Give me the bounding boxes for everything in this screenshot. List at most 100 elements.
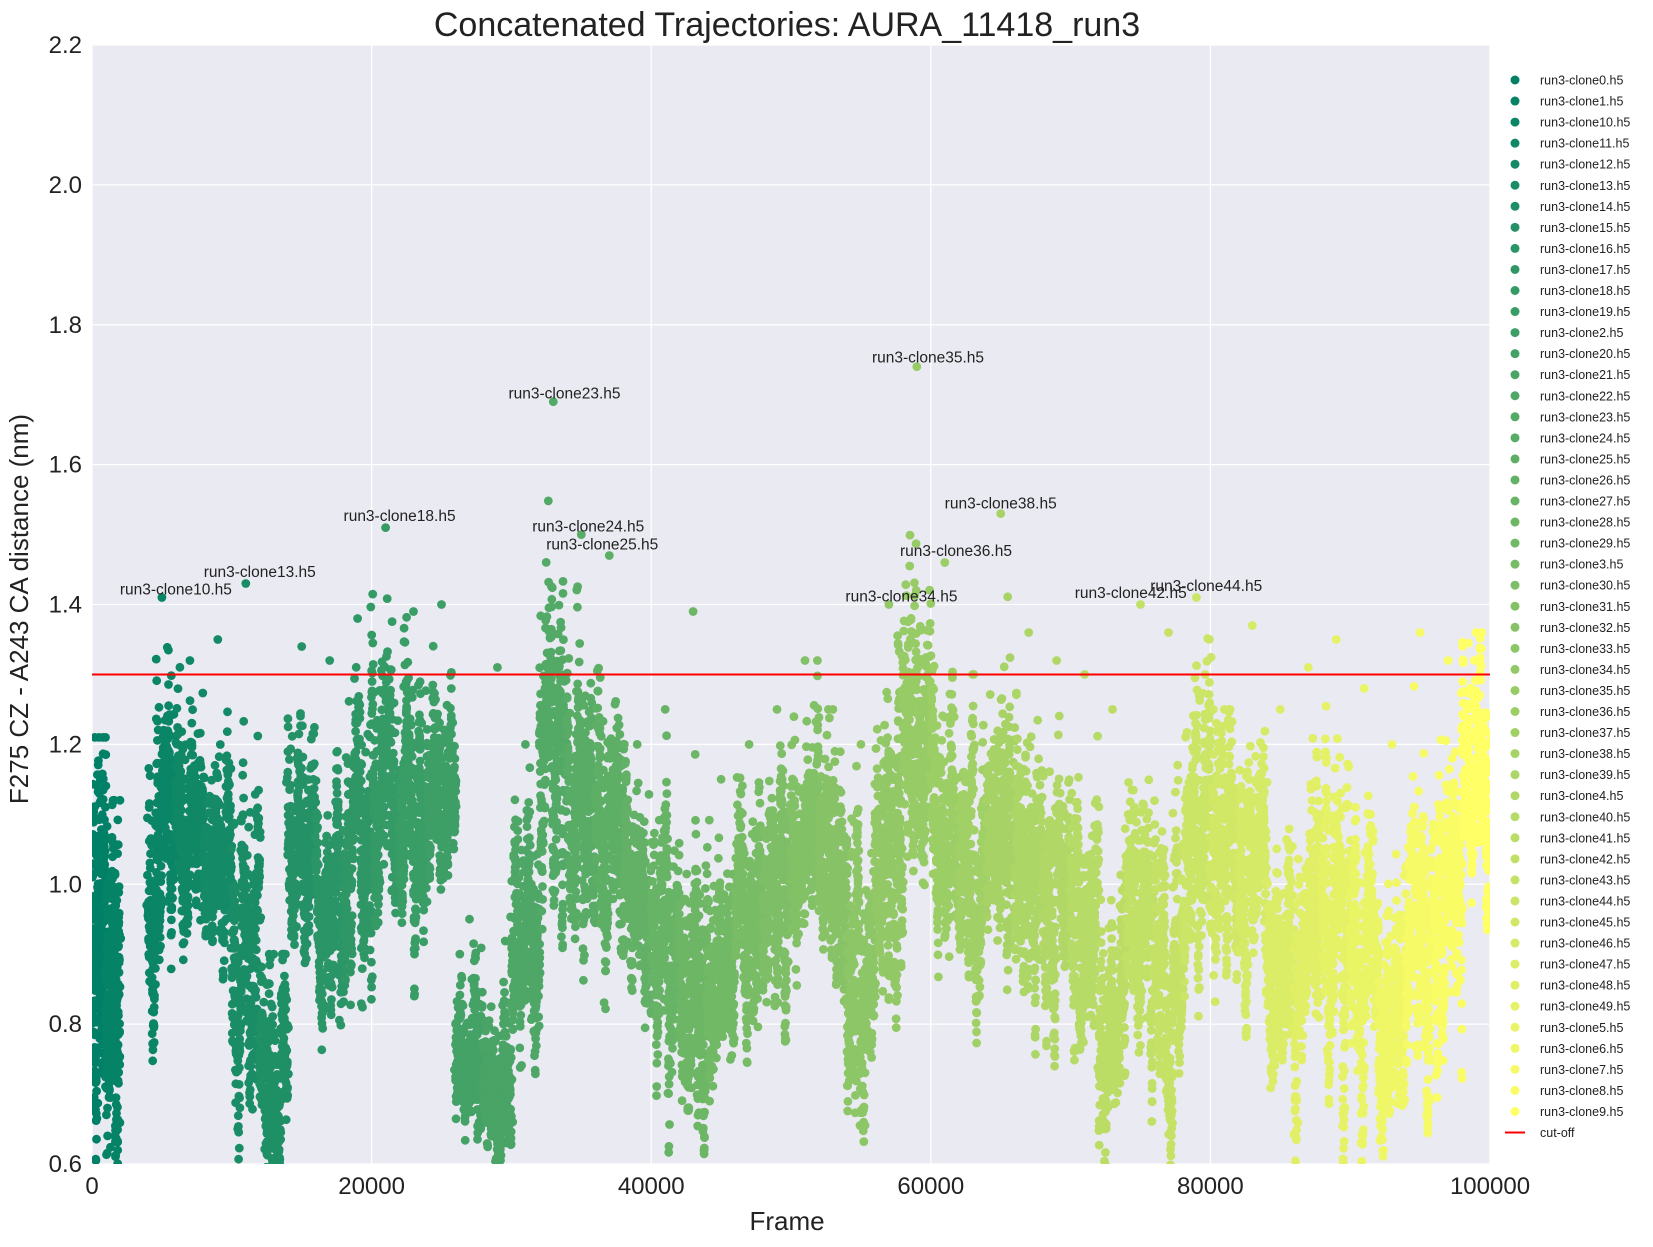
data-point: [391, 728, 400, 737]
data-point: [258, 1010, 267, 1019]
data-point: [168, 884, 177, 893]
data-point: [177, 727, 186, 736]
data-point: [390, 757, 399, 766]
data-point: [313, 851, 322, 860]
data-point: [253, 732, 262, 741]
data-point: [410, 990, 419, 999]
data-point: [114, 888, 123, 897]
data-point: [235, 1094, 244, 1103]
data-point: [281, 950, 290, 959]
data-point: [254, 786, 263, 795]
data-point: [156, 877, 165, 886]
data-point: [152, 676, 161, 685]
data-point: [327, 1010, 336, 1019]
data-point: [115, 954, 124, 963]
data-point: [387, 738, 396, 747]
data-point: [310, 723, 319, 732]
data-point: [284, 722, 293, 731]
data-point: [451, 798, 460, 807]
data-point: [471, 974, 480, 983]
data-point: [416, 677, 425, 686]
data-point: [268, 1020, 277, 1029]
data-point: [281, 1005, 290, 1014]
data-point: [114, 1041, 123, 1050]
data-point: [478, 988, 487, 997]
data-point: [380, 831, 389, 840]
data-point: [116, 1118, 125, 1127]
data-point: [458, 974, 467, 983]
data-point: [116, 934, 125, 943]
data-point: [234, 1155, 243, 1164]
data-point: [367, 631, 376, 640]
data-point: [303, 940, 312, 949]
data-point: [235, 1080, 244, 1089]
data-point: [489, 1046, 498, 1055]
data-point: [333, 764, 342, 773]
data-point: [433, 710, 442, 719]
data-point: [410, 950, 419, 959]
data-point: [114, 1008, 123, 1017]
data-point: [282, 995, 291, 1004]
data-point: [239, 758, 248, 767]
data-point: [366, 946, 375, 955]
data-point: [150, 991, 159, 1000]
data-point: [426, 864, 435, 873]
data-point-max: [95, 733, 104, 742]
data-point: [113, 1138, 122, 1147]
data-point: [398, 909, 407, 918]
data-point: [283, 768, 292, 777]
data-point: [179, 955, 188, 964]
data-point: [220, 956, 229, 965]
data-point: [176, 663, 185, 672]
data-point: [357, 999, 366, 1008]
data-point: [92, 1077, 101, 1086]
data-point: [169, 875, 178, 884]
data-point-max: [109, 796, 118, 805]
data-point: [183, 920, 192, 929]
data-point: [99, 849, 108, 858]
data-point: [461, 1136, 470, 1145]
data-point: [112, 896, 121, 905]
data-point-max: [437, 600, 446, 609]
data-point: [265, 989, 274, 998]
data-point: [167, 928, 176, 937]
data-point: [98, 770, 107, 779]
data-point: [116, 983, 125, 992]
data-point: [374, 851, 383, 860]
data-point: [469, 939, 478, 948]
data-point: [292, 922, 301, 931]
data-point: [348, 864, 357, 873]
data-point: [188, 751, 197, 760]
data-point: [173, 704, 182, 713]
data-point: [341, 976, 350, 985]
data-point: [419, 937, 428, 946]
data-point: [211, 761, 220, 770]
data-point: [92, 1109, 101, 1118]
data-point: [239, 717, 248, 726]
data-point: [236, 1047, 245, 1056]
data-point: [236, 1023, 245, 1032]
data-point: [115, 1019, 124, 1028]
data-point: [313, 823, 322, 832]
data-point: [282, 1046, 291, 1055]
data-point: [236, 1103, 245, 1112]
data-point: [246, 1062, 255, 1071]
data-point: [284, 1023, 293, 1032]
data-point: [183, 909, 192, 918]
data-point: [302, 954, 311, 963]
data-point: [276, 1126, 285, 1135]
data-point: [252, 993, 261, 1002]
data-point: [238, 771, 247, 780]
data-point: [446, 704, 455, 713]
data-point: [115, 968, 124, 977]
data-point: [167, 965, 176, 974]
data-point: [487, 1002, 496, 1011]
data-point: [368, 972, 377, 981]
data-point: [459, 1001, 468, 1010]
data-point: [255, 856, 264, 865]
data-point: [419, 926, 428, 935]
data-point: [282, 1115, 291, 1124]
data-point: [313, 839, 322, 848]
data-point: [101, 750, 110, 759]
data-point: [235, 1063, 244, 1072]
